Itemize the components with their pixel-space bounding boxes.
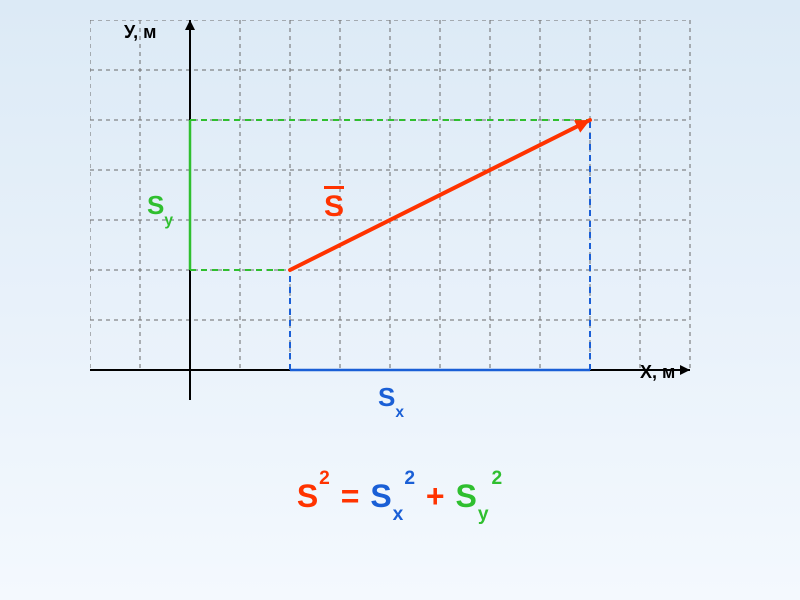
sx-projection-label: Sx [378, 382, 404, 417]
y-axis-label: У, м [124, 22, 156, 43]
vector-s-label: S [324, 190, 344, 224]
x-axis-label: Х, м [640, 362, 675, 383]
sy-projection-label: Sy [147, 190, 173, 225]
pythagoras-formula: S2 = Sx2 + Sy2 [0, 478, 800, 520]
plot-area [90, 20, 710, 425]
